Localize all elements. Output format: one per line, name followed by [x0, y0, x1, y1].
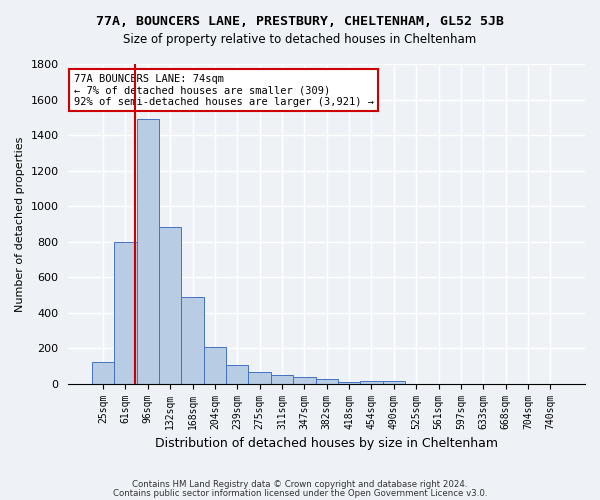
Y-axis label: Number of detached properties: Number of detached properties: [15, 136, 25, 312]
Bar: [293, 378, 316, 384]
Bar: [360, 381, 383, 384]
Bar: [114, 242, 137, 384]
Bar: [137, 119, 159, 384]
Bar: [383, 381, 405, 384]
Bar: [271, 375, 293, 384]
Text: Contains public sector information licensed under the Open Government Licence v3: Contains public sector information licen…: [113, 490, 487, 498]
Bar: [181, 296, 204, 384]
Bar: [92, 362, 114, 384]
Bar: [316, 379, 338, 384]
Bar: [159, 228, 181, 384]
Bar: [204, 348, 226, 384]
Text: Size of property relative to detached houses in Cheltenham: Size of property relative to detached ho…: [124, 32, 476, 46]
Text: 77A, BOUNCERS LANE, PRESTBURY, CHELTENHAM, GL52 5JB: 77A, BOUNCERS LANE, PRESTBURY, CHELTENHA…: [96, 15, 504, 28]
X-axis label: Distribution of detached houses by size in Cheltenham: Distribution of detached houses by size …: [155, 437, 498, 450]
Bar: [248, 372, 271, 384]
Text: 77A BOUNCERS LANE: 74sqm
← 7% of detached houses are smaller (309)
92% of semi-d: 77A BOUNCERS LANE: 74sqm ← 7% of detache…: [74, 74, 374, 107]
Text: Contains HM Land Registry data © Crown copyright and database right 2024.: Contains HM Land Registry data © Crown c…: [132, 480, 468, 489]
Bar: [226, 365, 248, 384]
Bar: [338, 382, 360, 384]
